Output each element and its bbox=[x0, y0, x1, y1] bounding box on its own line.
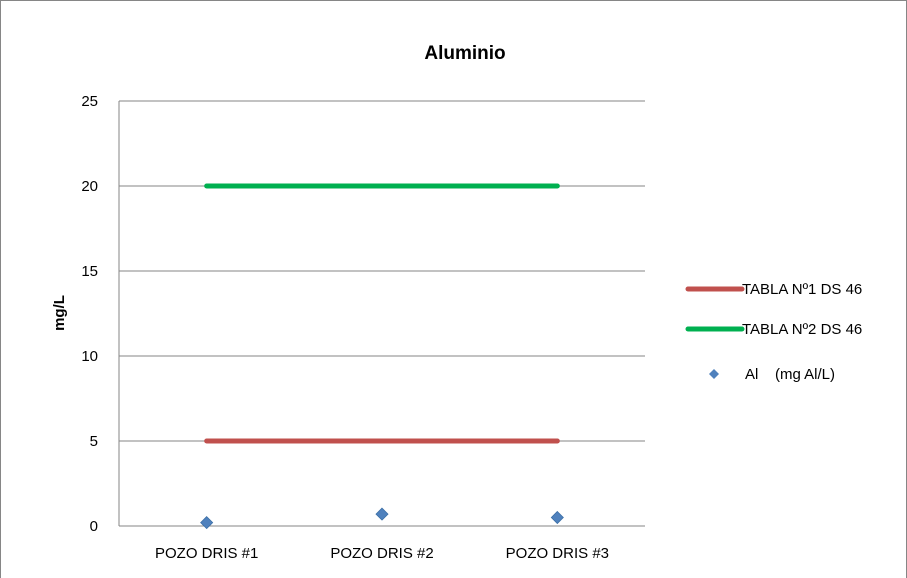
x-tick-labels: POZO DRIS #1 POZO DRIS #2 POZO DRIS #3 bbox=[155, 545, 609, 562]
y-tick-label: 20 bbox=[81, 178, 98, 195]
x-tick-label: POZO DRIS #3 bbox=[506, 545, 609, 562]
y-axis-label: mg/L bbox=[51, 295, 68, 331]
legend-label-2: Al (mg Al/L) bbox=[745, 366, 835, 383]
y-tick-label: 0 bbox=[90, 518, 98, 535]
y-tick-labels: 0 5 10 15 20 25 bbox=[81, 93, 98, 535]
legend-marker-2 bbox=[709, 369, 719, 379]
y-tick-label: 25 bbox=[81, 93, 98, 110]
data-point-2 bbox=[375, 507, 389, 521]
chart-title: Aluminio bbox=[424, 43, 505, 64]
x-tick-label: POZO DRIS #1 bbox=[155, 545, 258, 562]
legend: TABLA Nº1 DS 46 TABLA Nº2 DS 46 Al (mg Al/… bbox=[685, 281, 862, 383]
y-tick-label: 10 bbox=[81, 348, 98, 365]
legend-label-1: TABLA Nº2 DS 46 bbox=[742, 321, 862, 338]
series bbox=[200, 183, 564, 530]
data-point-2 bbox=[200, 516, 214, 530]
y-tick-label: 15 bbox=[81, 263, 98, 280]
data-point-2 bbox=[550, 510, 564, 525]
legend-label-0: TABLA Nº1 DS 46 bbox=[742, 281, 862, 298]
x-tick-label: POZO DRIS #2 bbox=[330, 545, 433, 562]
y-tick-label: 5 bbox=[90, 433, 98, 450]
